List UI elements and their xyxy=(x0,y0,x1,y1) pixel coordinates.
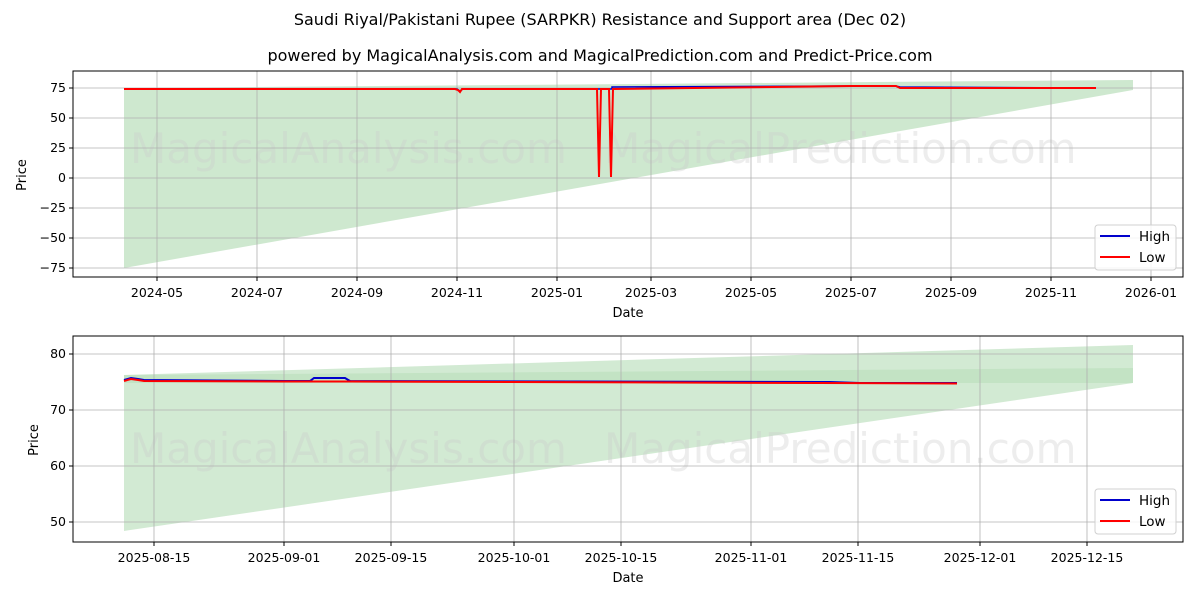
top-chart: MagicalAnalysis.com MagicalPrediction.co… xyxy=(15,70,1184,321)
bottom-xtick: 2025-08-15 xyxy=(118,550,191,565)
bottom-xtick: 2025-09-01 xyxy=(248,550,321,565)
top-support-band xyxy=(124,80,1133,268)
bottom-ytick: 60 xyxy=(50,458,66,473)
top-ytick: −50 xyxy=(40,230,66,245)
top-ytick: 25 xyxy=(50,140,66,155)
top-xtick: 2025-01 xyxy=(531,285,583,300)
bottom-support-band xyxy=(124,345,1133,531)
bottom-xtick: 2025-10-01 xyxy=(478,550,551,565)
bottom-xtick: 2025-09-15 xyxy=(355,550,428,565)
top-ytick: −75 xyxy=(40,260,66,275)
top-low-line xyxy=(124,85,1096,178)
top-xtick: 2024-09 xyxy=(331,285,383,300)
legend-high-label: High xyxy=(1139,493,1170,509)
bottom-xtick: 2025-11-15 xyxy=(822,550,895,565)
bottom-legend: High Low xyxy=(1094,488,1177,535)
top-xtick: 2025-05 xyxy=(725,285,777,300)
legend-low-label: Low xyxy=(1139,250,1166,266)
top-y-ticks: 75 50 25 0 −25 −50 −75 xyxy=(40,80,73,275)
top-ytick: 50 xyxy=(50,110,66,125)
bottom-xtick: 2025-12-01 xyxy=(944,550,1017,565)
top-ytick: −25 xyxy=(40,200,66,215)
legend-high-label: High xyxy=(1139,229,1170,245)
top-grid xyxy=(73,71,1183,277)
bottom-watermark-analysis: MagicalAnalysis.com xyxy=(130,424,567,473)
top-ytick: 0 xyxy=(58,170,66,185)
bottom-xtick: 2025-12-15 xyxy=(1051,550,1124,565)
top-legend: High Low xyxy=(1094,224,1177,271)
top-xtick: 2024-05 xyxy=(131,285,183,300)
top-xtick: 2025-07 xyxy=(825,285,877,300)
top-ytick: 75 xyxy=(50,80,66,95)
top-xtick: 2025-09 xyxy=(925,285,977,300)
chart-subtitle: powered by MagicalAnalysis.com and Magic… xyxy=(267,46,933,65)
top-x-axis-label: Date xyxy=(612,306,643,321)
top-xtick: 2025-03 xyxy=(625,285,677,300)
top-axes-frame xyxy=(72,70,1184,278)
bottom-xtick: 2025-11-01 xyxy=(715,550,788,565)
bottom-watermark-prediction: MagicalPrediction.com xyxy=(604,424,1077,473)
bottom-ytick: 80 xyxy=(50,346,66,361)
bottom-axes-frame xyxy=(72,335,1184,543)
bottom-ytick: 50 xyxy=(50,514,66,529)
bottom-ytick: 70 xyxy=(50,402,66,417)
top-watermark-analysis: MagicalAnalysis.com xyxy=(130,124,567,173)
bottom-x-ticks: 2025-08-15 2025-09-01 2025-09-15 2025-10… xyxy=(118,542,1124,565)
top-watermark-prediction: MagicalPrediction.com xyxy=(604,124,1077,173)
top-xtick: 2024-11 xyxy=(431,285,483,300)
top-xtick: 2025-11 xyxy=(1025,285,1077,300)
chart-title: Saudi Riyal/Pakistani Rupee (SARPKR) Res… xyxy=(293,10,907,29)
bottom-xtick: 2025-10-15 xyxy=(585,550,658,565)
bottom-chart: MagicalAnalysis.com MagicalPrediction.co… xyxy=(27,335,1184,586)
bottom-y-axis-label: Price xyxy=(27,424,42,456)
legend-low-label: Low xyxy=(1139,514,1166,530)
bottom-grid xyxy=(73,336,1183,542)
bottom-low-line xyxy=(123,377,958,385)
top-xtick: 2024-07 xyxy=(231,285,283,300)
bottom-x-axis-label: Date xyxy=(612,571,643,586)
bottom-y-ticks: 80 70 60 50 xyxy=(50,346,73,529)
top-xtick: 2026-01 xyxy=(1125,285,1177,300)
top-x-ticks: 2024-05 2024-07 2024-09 2024-11 2025-01 … xyxy=(131,277,1177,300)
top-y-axis-label: Price xyxy=(15,159,30,191)
